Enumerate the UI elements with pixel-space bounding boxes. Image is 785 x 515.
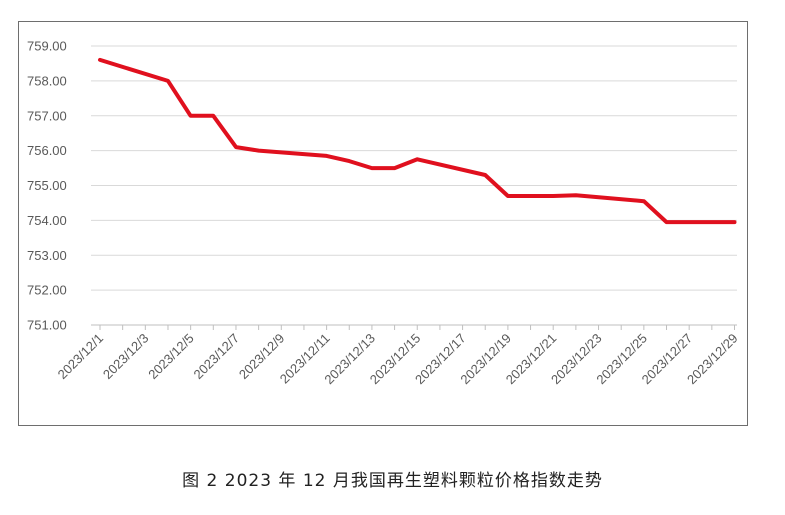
x-tick-label: 2023/12/5 (145, 331, 197, 383)
series-line (98, 57, 737, 225)
x-tick-label: 2023/12/1 (55, 331, 107, 383)
x-tick-label: 2023/12/3 (100, 331, 152, 383)
chart-frame: 751.00 752.00 753.00 754.00 755.00 756.00 757.… (18, 21, 748, 426)
y-tick-label: 759.00 (27, 39, 67, 54)
line-chart: 751.00 752.00 753.00 754.00 755.00 756.00 757.… (27, 39, 741, 388)
y-tick-label: 752.00 (27, 283, 67, 298)
y-tick-label: 756.00 (27, 143, 67, 158)
y-tick-label: 751.00 (27, 318, 67, 333)
y-tick-label: 757.00 (27, 108, 67, 123)
y-tick-label: 753.00 (27, 248, 67, 263)
y-tick-label: 758.00 (27, 73, 67, 88)
y-tick-label: 755.00 (27, 178, 67, 193)
x-tick-label: 2023/12/7 (191, 331, 243, 383)
y-tick-label: 754.00 (27, 213, 67, 228)
figure-caption: 图 2 2023 年 12 月我国再生塑料颗粒价格指数走势 (182, 471, 603, 491)
